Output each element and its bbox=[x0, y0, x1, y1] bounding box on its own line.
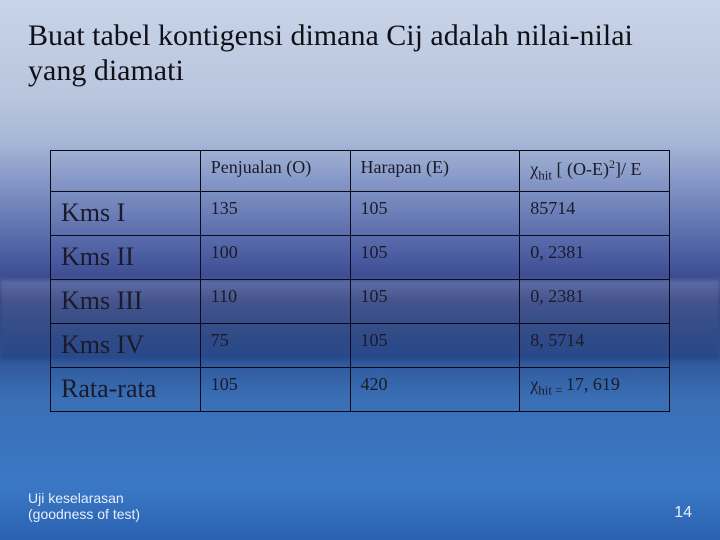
row-label: Kms I bbox=[51, 191, 201, 235]
header-penjualan: Penjualan (O) bbox=[200, 151, 350, 192]
page-number: 14 bbox=[674, 504, 692, 522]
summary-o: 105 bbox=[200, 367, 350, 411]
header-blank bbox=[51, 151, 201, 192]
slide-title: Buat tabel kontigensi dimana Cij adalah … bbox=[28, 18, 678, 89]
cell-chi: 85714 bbox=[520, 191, 670, 235]
table-row: Kms IV 75 105 8, 5714 bbox=[51, 323, 670, 367]
cell-o: 135 bbox=[200, 191, 350, 235]
cell-o: 100 bbox=[200, 235, 350, 279]
row-label: Kms III bbox=[51, 279, 201, 323]
header-harapan: Harapan (E) bbox=[350, 151, 520, 192]
chi-mid: [ (O-E) bbox=[552, 159, 609, 179]
footer-line1: Uji keselarasan bbox=[28, 490, 124, 506]
chi-subscript: hit bbox=[538, 168, 552, 183]
cell-chi: 0, 2381 bbox=[520, 235, 670, 279]
cell-o: 75 bbox=[200, 323, 350, 367]
footer-note: Uji keselarasan (goodness of test) bbox=[28, 490, 140, 522]
summary-chi: χhit = 17, 619 bbox=[520, 367, 670, 411]
summary-label: Rata-rata bbox=[51, 367, 201, 411]
footer-line2: (goodness of test) bbox=[28, 506, 140, 522]
cell-e: 105 bbox=[350, 279, 520, 323]
row-label: Kms IV bbox=[51, 323, 201, 367]
table-row: Kms I 135 105 85714 bbox=[51, 191, 670, 235]
cell-e: 105 bbox=[350, 235, 520, 279]
table-header-row: Penjualan (O) Harapan (E) χhit [ (O-E)2]… bbox=[51, 151, 670, 192]
cell-e: 105 bbox=[350, 323, 520, 367]
chi-value: 17, 619 bbox=[566, 374, 620, 394]
row-label: Kms II bbox=[51, 235, 201, 279]
chi-subscript: hit = bbox=[538, 382, 566, 397]
cell-o: 110 bbox=[200, 279, 350, 323]
contingency-table: Penjualan (O) Harapan (E) χhit [ (O-E)2]… bbox=[50, 150, 670, 412]
summary-e: 420 bbox=[350, 367, 520, 411]
cell-chi: 0, 2381 bbox=[520, 279, 670, 323]
cell-e: 105 bbox=[350, 191, 520, 235]
table-row: Kms II 100 105 0, 2381 bbox=[51, 235, 670, 279]
cell-chi: 8, 5714 bbox=[520, 323, 670, 367]
table-row: Kms III 110 105 0, 2381 bbox=[51, 279, 670, 323]
chi-tail: ]/ E bbox=[615, 159, 642, 179]
table-summary-row: Rata-rata 105 420 χhit = 17, 619 bbox=[51, 367, 670, 411]
header-chi: χhit [ (O-E)2]/ E bbox=[520, 151, 670, 192]
